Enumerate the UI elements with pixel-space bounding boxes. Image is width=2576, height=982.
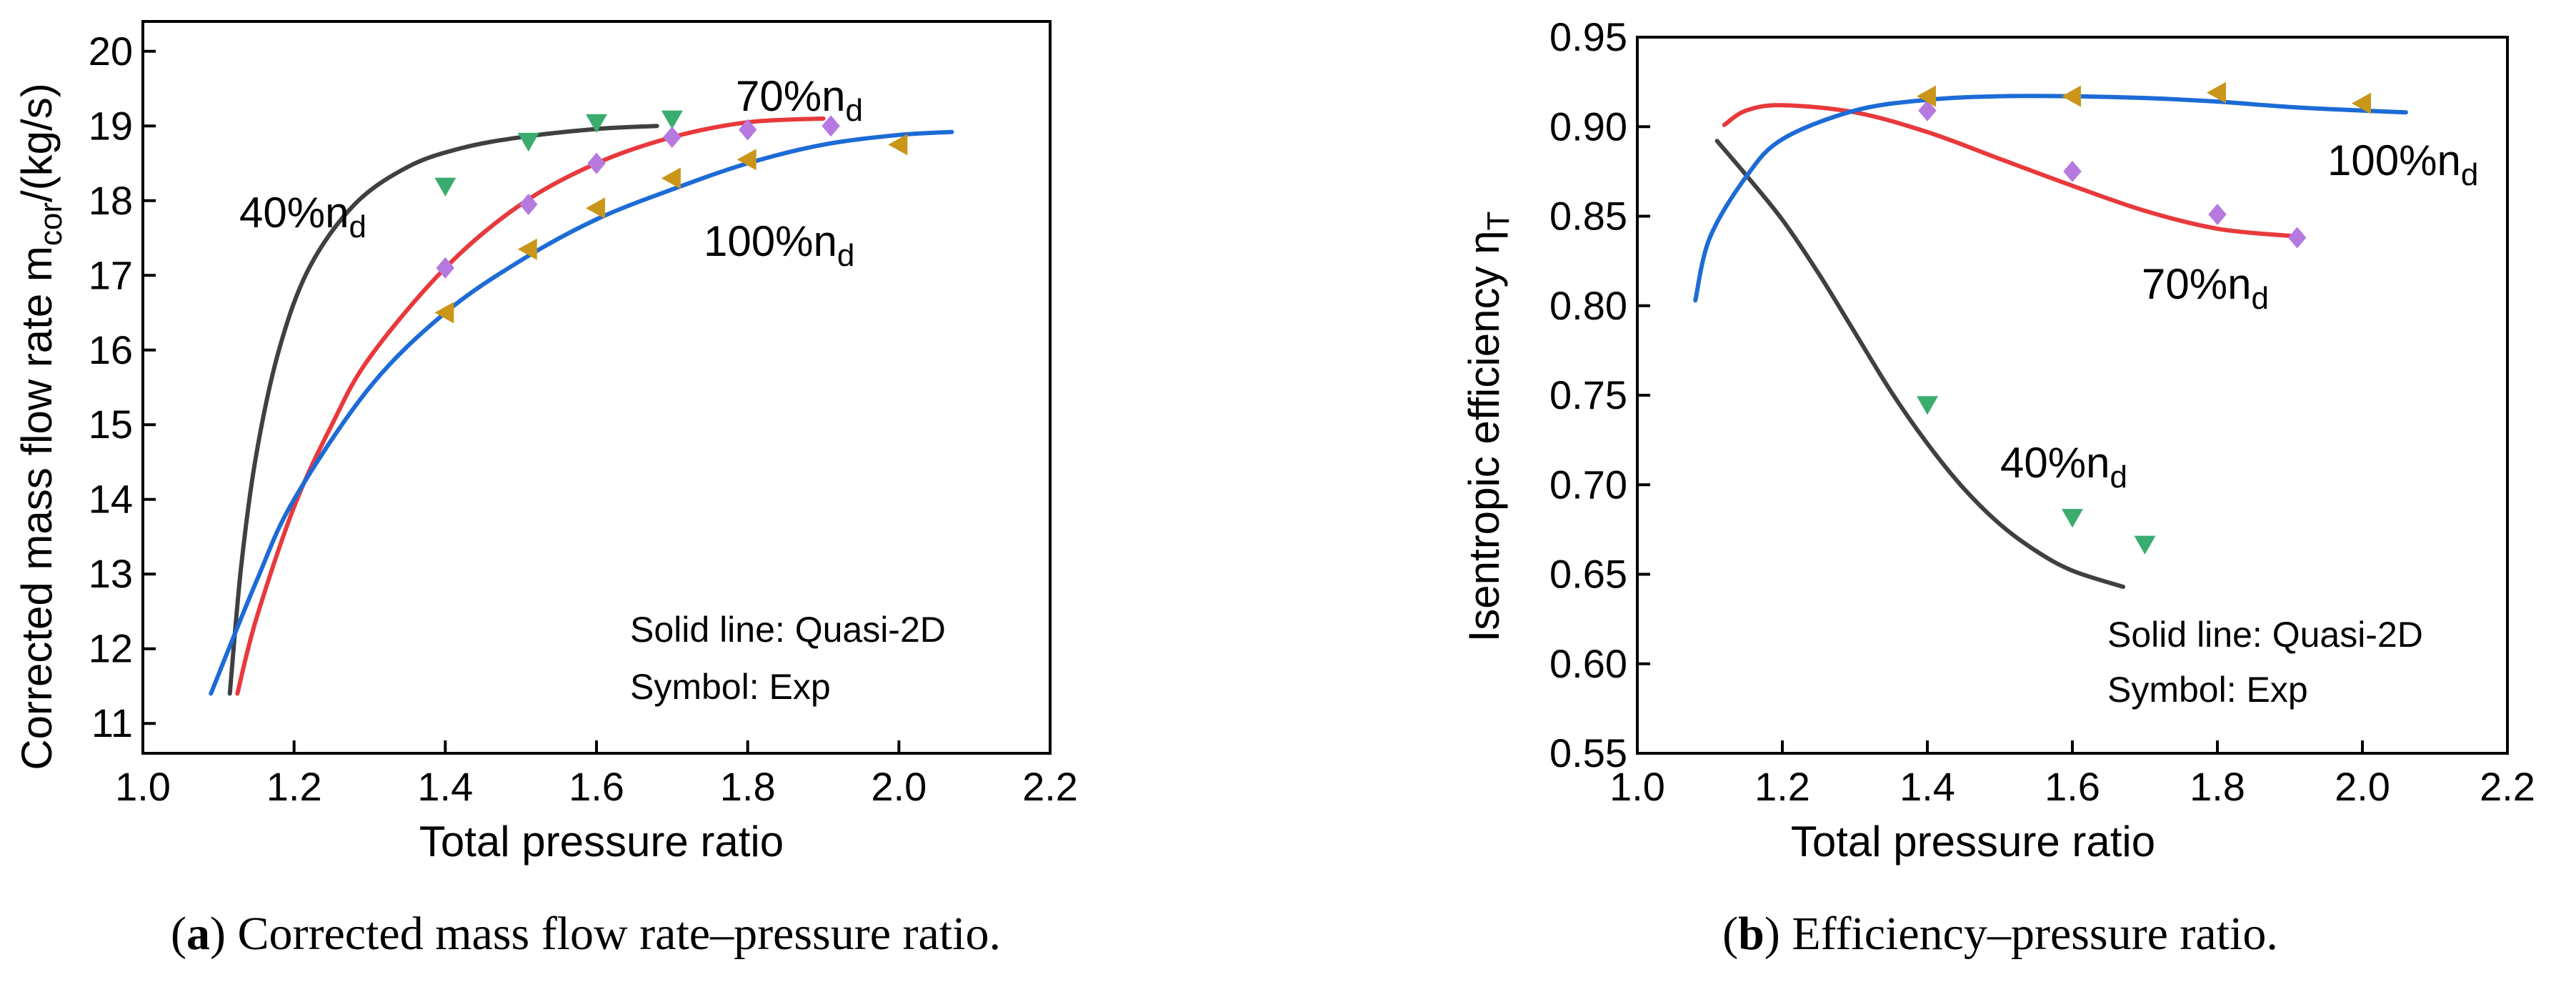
panel-b: 1.0 1.2 1.4 1.6 1.8 2.0 2.2 0.55 0.60 0.65 0.70 0.7… (1460, 14, 2535, 960)
panel-a-note-line-2: Symbol: Exp (630, 667, 831, 707)
panel-b-marker-series-1 (2062, 509, 2083, 528)
panel-a-x-tick-label: 1.6 (569, 764, 624, 809)
panel-b-marker-series-3 (2207, 81, 2226, 104)
panel-a-plot-area: 1.0 1.2 1.4 1.6 1.8 2.0 2.2 11 12 13 14 15 16 17 18 19 2… (89, 20, 1078, 809)
panel-a-note-line-1: Solid line: Quasi-2D (630, 610, 946, 650)
panel-b-marker-series-2 (2208, 203, 2227, 225)
panel-a-marker-series-2 (519, 194, 538, 215)
panel-b-y-tick-label: 0.95 (1549, 14, 1627, 59)
panel-a-marker-series-1 (586, 114, 607, 134)
panel-b-y-tick-label: 0.85 (1549, 194, 1627, 239)
panel-a-y-tick-label: 12 (89, 626, 133, 671)
panel-b-marker-series-2 (1918, 99, 1937, 121)
panel-a-marker-series-3 (661, 167, 681, 189)
panel-b-marker-series-1 (1917, 396, 1938, 415)
panel-b-x-tick-label: 1.2 (1754, 764, 1810, 809)
panel-b-marker-series-2 (2063, 160, 2082, 182)
panel-b-y-tick-label: 0.55 (1549, 730, 1627, 775)
panel-a-x-tick-label: 1.0 (115, 764, 171, 809)
panel-b-label-40: 40%nd (2000, 439, 2127, 495)
panel-a-marker-series-3 (888, 134, 908, 156)
panel-b-marker-series-3 (2352, 92, 2371, 114)
panel-b-label-70: 70%nd (2142, 260, 2269, 316)
panel-a-x-tick-label: 1.8 (720, 764, 776, 809)
panel-a-label-100: 100%nd (704, 217, 854, 273)
panel-b-note-line-2: Symbol: Exp (2107, 670, 2308, 710)
panel-a-caption: (a) Corrected mass flow rate–pressure ra… (171, 908, 1001, 960)
panel-b-y-tick-label: 0.65 (1549, 552, 1627, 597)
panel-b-y-tick-label: 0.80 (1549, 283, 1627, 328)
panel-a-x-tick-label: 2.2 (1022, 764, 1078, 809)
panel-a-x-tick-label: 2.0 (871, 764, 927, 809)
panel-a-label-70: 70%nd (736, 72, 863, 128)
panel-b-y-axis-label: Isentropic efficiency ηT (1460, 212, 1516, 643)
panel-b-x-tick-label: 1.4 (1899, 764, 1955, 809)
panel-b-marker-series-3 (1917, 85, 1936, 107)
panel-a-line-series-2 (235, 116, 826, 696)
panel-b-note-line-1: Solid line: Quasi-2D (2107, 615, 2423, 655)
panel-b-x-tick-label: 1.0 (1609, 764, 1665, 809)
panel-a-y-axis-label: Corrected mass flow rate mcor/(kg/s) (13, 83, 69, 770)
panel-b-x-tick-label: 2.0 (2335, 764, 2390, 809)
panel-a-marker-series-3 (434, 302, 454, 324)
panel-a-y-tick-label: 17 (89, 252, 133, 297)
panel-b-marker-series-2 (2287, 227, 2307, 249)
panel-b-marker-series-1 (2134, 535, 2156, 555)
panel-a-y-tick-label: 11 (91, 700, 133, 745)
panel-a-marker-series-1 (434, 177, 456, 197)
panel-a-marker-series-2 (436, 257, 455, 279)
panel-a-marker-series-1 (517, 132, 539, 152)
panel-b-y-tick-label: 0.90 (1549, 104, 1627, 149)
panel-a-marker-series-2 (587, 152, 606, 174)
panel-b-label-100: 100%nd (2327, 137, 2478, 192)
panel-b-line-series-3 (1693, 94, 2408, 303)
panel-a-x-axis-label: Total pressure ratio (419, 818, 784, 866)
panel-b-plot-area: 1.0 1.2 1.4 1.6 1.8 2.0 2.2 0.55 0.60 0.65 0.70 0.7… (1549, 14, 2535, 809)
panel-a-y-tick-label: 20 (89, 29, 133, 74)
panel-b-x-tick-label: 1.8 (2190, 764, 2245, 809)
panel-a-y-tick-label: 18 (89, 178, 133, 223)
panel-b-x-axis-label: Total pressure ratio (1791, 818, 2155, 866)
panel-a: 1.0 1.2 1.4 1.6 1.8 2.0 2.2 11 12 13 14 15 16 17 18 19 2… (13, 20, 1078, 960)
panel-b-line-series-2 (1722, 103, 2292, 239)
panel-a-marker-series-2 (822, 115, 840, 137)
panel-a-x-tick-label: 1.2 (266, 764, 322, 809)
panel-b-y-tick-label: 0.70 (1549, 462, 1627, 507)
panel-a-x-tick-label: 1.4 (417, 764, 473, 809)
panel-a-marker-series-2 (738, 119, 757, 141)
panel-b-y-tick-label: 0.75 (1549, 372, 1627, 417)
panel-b-x-tick-label: 2.2 (2480, 764, 2535, 809)
panel-a-label-40: 40%nd (239, 189, 366, 244)
panel-b-y-tick-label: 0.60 (1549, 641, 1627, 686)
panel-a-y-tick-label: 19 (89, 103, 133, 148)
panel-a-marker-series-3 (586, 197, 605, 219)
panel-a-y-tick-label: 15 (89, 402, 133, 447)
panel-a-y-tick-label: 14 (89, 477, 133, 522)
panel-a-marker-series-1 (661, 110, 683, 129)
panel-b-line-series-1 (1714, 139, 2126, 590)
panel-b-caption: (b) Efficiency–pressure ratio. (1722, 908, 2278, 960)
panel-a-marker-series-3 (737, 149, 757, 171)
panel-a-y-tick-label: 13 (89, 551, 133, 596)
panel-b-marker-series-3 (2062, 85, 2081, 107)
panel-a-marker-series-2 (663, 126, 682, 148)
panel-a-marker-series-3 (517, 238, 537, 260)
panel-a-y-tick-label: 16 (89, 327, 133, 372)
panel-a-line-series-3 (209, 129, 954, 696)
panel-b-x-tick-label: 1.6 (2045, 764, 2100, 809)
